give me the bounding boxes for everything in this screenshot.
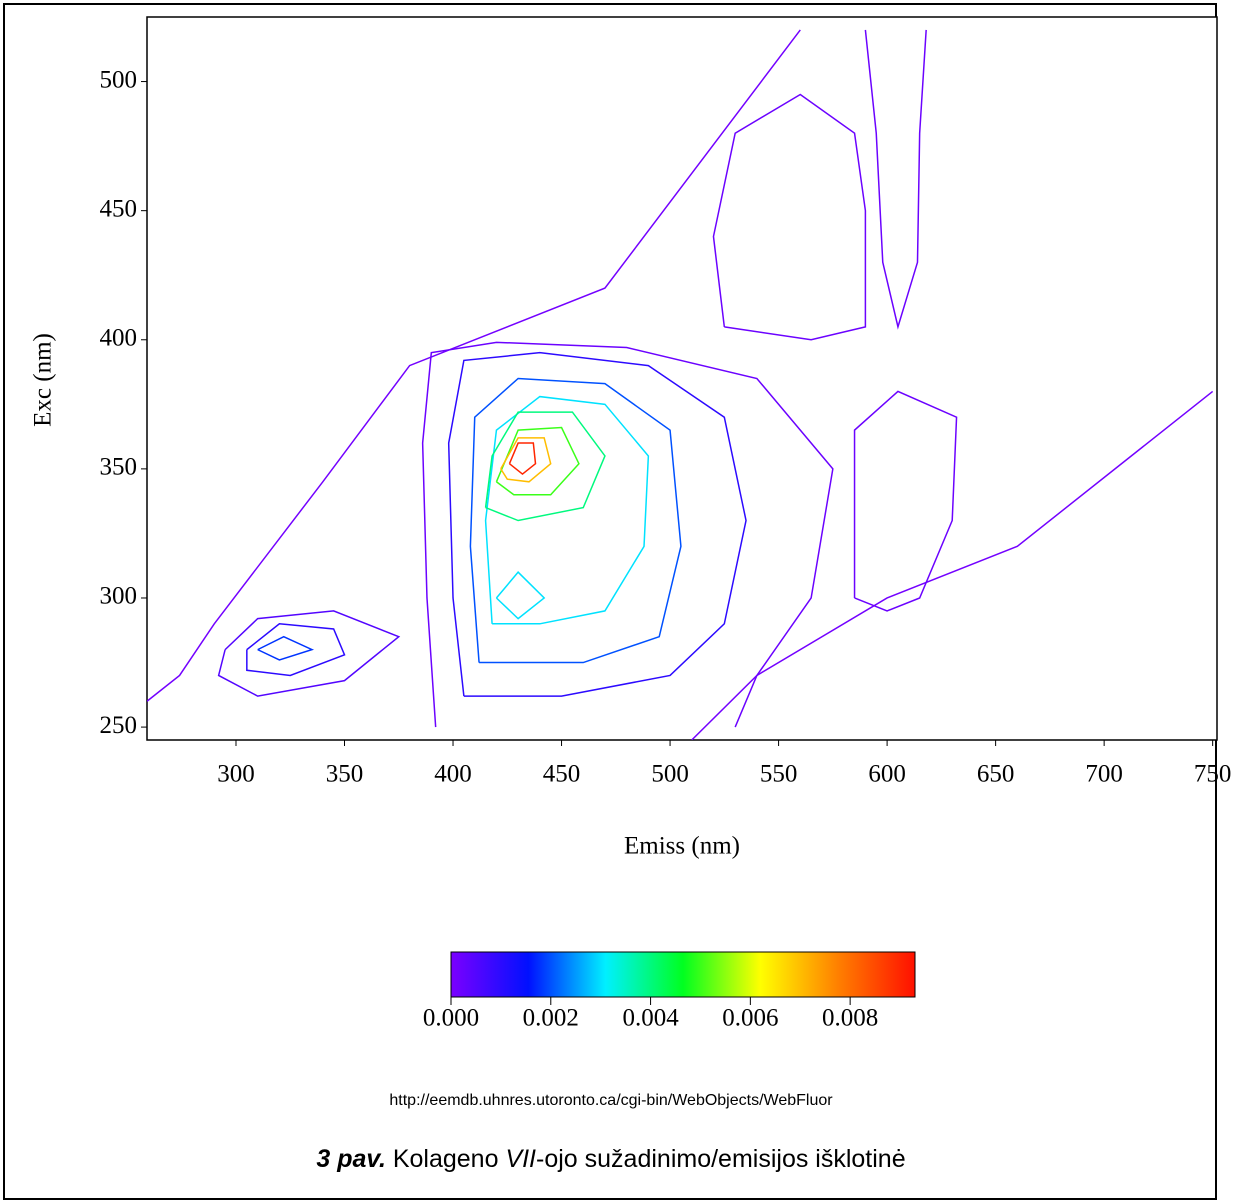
- colorbar-tick-label: 0.002: [523, 1005, 579, 1032]
- caption-roman: VII: [505, 1145, 536, 1173]
- x-axis-title: Emiss (nm): [624, 833, 740, 860]
- contour-line: [246, 623, 346, 677]
- y-tick-label: 500: [100, 66, 138, 93]
- contour-line: [500, 437, 552, 483]
- contour-line: [495, 571, 546, 620]
- y-tick-label: 300: [100, 583, 138, 610]
- x-tick-label: 400: [434, 761, 472, 788]
- x-tick-label: 750: [1194, 761, 1232, 788]
- contour-line: [484, 411, 606, 522]
- plot-area: [146, 16, 1218, 741]
- y-axis-title: Exc (nm): [30, 333, 57, 427]
- colorbar-tick-label: 0.000: [423, 1005, 479, 1032]
- x-tick-label: 550: [760, 761, 798, 788]
- x-tick-label: 350: [326, 761, 364, 788]
- x-tick-label: 500: [651, 761, 689, 788]
- caption-number: 3 pav.: [316, 1145, 386, 1173]
- x-tick-label: 300: [217, 761, 255, 788]
- contours: [147, 29, 1214, 740]
- x-tick-label: 700: [1085, 761, 1123, 788]
- y-tick-label: 350: [100, 454, 138, 481]
- x-tick-label: 450: [543, 761, 581, 788]
- contour-line: [469, 377, 682, 664]
- contour-line: [495, 426, 580, 496]
- x-tick-label: 650: [977, 761, 1015, 788]
- contour-line: [217, 610, 401, 697]
- caption: 3 pav. Kolageno VII-ojo sužadinimo/emisi…: [316, 1145, 905, 1173]
- y-tick-label: 250: [100, 712, 138, 739]
- source-url: http://eemdb.uhnres.utoronto.ca/cgi-bin/…: [389, 1092, 833, 1109]
- contour-line: [147, 29, 801, 702]
- contour-line: [691, 390, 1214, 740]
- colorbar: [450, 951, 916, 998]
- y-tick-label: 400: [100, 325, 138, 352]
- caption-text: Kolageno: [386, 1145, 506, 1173]
- colorbar-tick-label: 0.004: [622, 1005, 679, 1032]
- x-tick-label: 600: [868, 761, 906, 788]
- contour-line: [484, 395, 650, 625]
- contour-line: [508, 442, 537, 475]
- contour-line: [447, 351, 747, 697]
- colorbar-tick-label: 0.006: [722, 1005, 778, 1032]
- colorbar-tick-label: 0.008: [822, 1005, 878, 1032]
- contour-line: [712, 93, 867, 341]
- contour-line: [864, 29, 927, 330]
- caption-text: -ojo sužadinimo/emisijos išklotinė: [536, 1145, 906, 1173]
- y-tick-label: 450: [100, 195, 138, 222]
- contour-line: [257, 635, 315, 661]
- contour-line: [853, 390, 958, 612]
- contour-line: [421, 341, 834, 728]
